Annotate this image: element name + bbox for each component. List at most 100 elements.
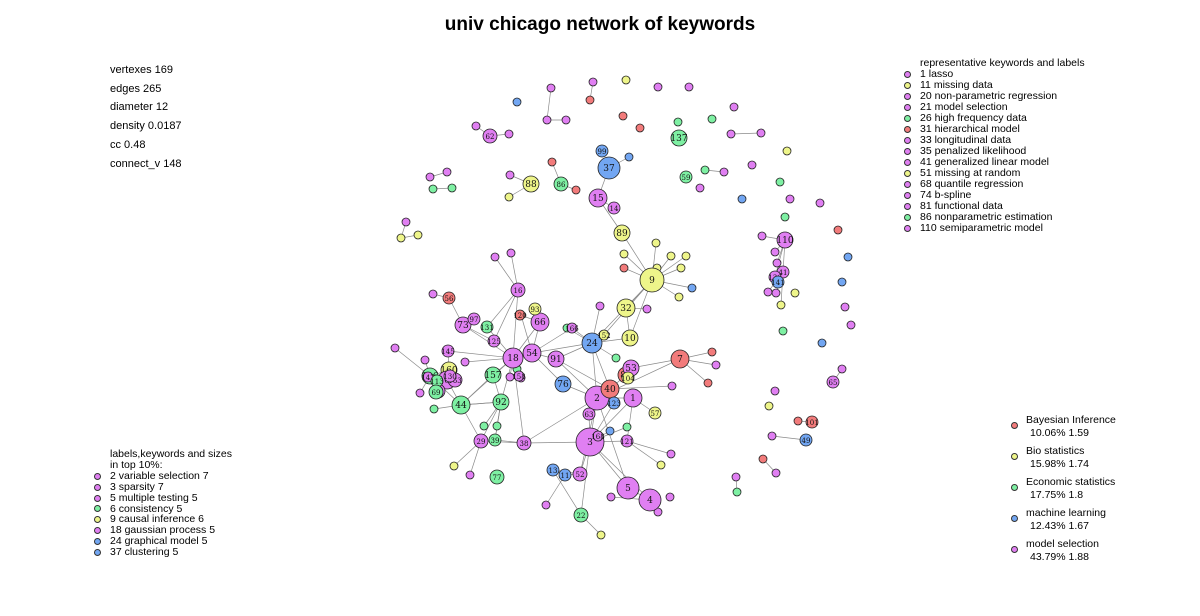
node-circle xyxy=(502,347,524,369)
node-circle xyxy=(546,83,556,93)
node-circle xyxy=(837,364,847,374)
network-node-small xyxy=(707,347,717,357)
node-circle xyxy=(837,277,847,287)
network-node-small xyxy=(479,421,489,431)
node-label: 49 xyxy=(802,437,811,445)
network-node-141: 141 xyxy=(771,275,785,289)
node-label: 125 xyxy=(487,338,500,346)
network-edge xyxy=(730,132,762,135)
network-node-86: 86 xyxy=(553,176,569,192)
node-circle xyxy=(770,386,780,396)
category-name: Bayesian Inference xyxy=(1026,414,1116,426)
network-node-1: 1 xyxy=(623,388,643,408)
representative-item: 68 quantile regression xyxy=(904,179,1085,190)
top10-heading-1: labels,keywords and sizes xyxy=(110,448,232,460)
network-node-38: 38 xyxy=(516,435,532,451)
network-node-65: 65 xyxy=(826,375,840,389)
node-label: 22 xyxy=(577,512,586,520)
representative-item: 1 lasso xyxy=(904,69,1085,80)
node-circle xyxy=(514,309,526,321)
network-node-97: 97 xyxy=(467,312,481,326)
network-node-small xyxy=(413,230,423,240)
node-circle xyxy=(767,431,777,441)
representative-item: 31 hierarchical model xyxy=(904,124,1085,135)
network-edge xyxy=(609,385,673,390)
network-node-small xyxy=(770,247,780,257)
top10-item: 3 sparsity 7 xyxy=(94,481,232,493)
node-label: 166 xyxy=(565,325,579,333)
node-circle xyxy=(817,338,827,348)
network-node-small xyxy=(711,360,721,370)
representative-item: 41 generalized linear model xyxy=(904,157,1085,168)
category-share: 12.43% 1.67 xyxy=(1030,520,1089,532)
node-circle xyxy=(666,449,676,459)
node-circle xyxy=(597,156,621,180)
node-circle xyxy=(700,165,710,175)
network-node-small xyxy=(490,252,500,262)
node-label: 13 xyxy=(549,467,558,475)
network-node-15: 15 xyxy=(588,188,608,208)
node-circle xyxy=(588,188,608,208)
network-node-small xyxy=(790,288,800,298)
node-circle xyxy=(484,366,502,384)
representative-label: 33 longitudinal data xyxy=(920,134,1012,146)
node-circle xyxy=(843,252,853,262)
node-circle xyxy=(747,160,757,170)
node-circle xyxy=(492,421,502,431)
node-circle xyxy=(622,422,632,432)
node-label: 137 xyxy=(670,134,687,144)
node-circle xyxy=(522,343,542,363)
node-label: 9 xyxy=(649,276,655,286)
node-label: 77 xyxy=(493,474,502,482)
network-node-small xyxy=(571,185,581,195)
network-node-92: 92 xyxy=(492,393,510,411)
network-node-small xyxy=(667,381,677,391)
network-node-small xyxy=(793,416,803,426)
representative-label: 110 semiparametric model xyxy=(920,222,1043,234)
network-edge xyxy=(523,397,598,444)
network-node-small xyxy=(732,487,742,497)
node-circle xyxy=(772,258,782,268)
node-circle xyxy=(595,301,605,311)
node-circle xyxy=(775,177,785,187)
category-name: machine learning xyxy=(1026,507,1106,519)
node-label: 110 xyxy=(776,236,793,246)
legend-dot-icon xyxy=(904,104,911,111)
network-node-small xyxy=(401,217,411,227)
network-node-121: 121 xyxy=(620,434,634,448)
network-edge xyxy=(447,350,514,359)
node-circle xyxy=(428,289,438,299)
node-label: 92 xyxy=(495,398,506,408)
network-node-small xyxy=(635,123,645,133)
node-label: 10 xyxy=(624,334,636,344)
network-node-5: 5 xyxy=(616,476,640,500)
node-label: 14 xyxy=(610,205,619,213)
node-circle xyxy=(780,212,790,222)
top10-item: 2 variable selection 7 xyxy=(94,470,232,482)
node-circle xyxy=(771,468,781,478)
node-circle xyxy=(413,230,423,240)
network-edge xyxy=(512,289,519,359)
category-dot-icon xyxy=(1011,422,1018,429)
category-name: model selection xyxy=(1026,538,1099,550)
legend-dot-icon xyxy=(904,126,911,133)
network-node-small xyxy=(700,165,710,175)
network-node-small xyxy=(729,102,739,112)
network-node-59: 59 xyxy=(679,170,693,184)
network-node-small xyxy=(719,167,729,177)
node-circle xyxy=(454,316,472,334)
network-node-small xyxy=(771,468,781,478)
node-circle xyxy=(826,375,840,389)
node-label: 16 xyxy=(514,287,523,295)
network-edge xyxy=(552,469,582,516)
network-node-small xyxy=(833,225,843,235)
node-label: 65 xyxy=(829,379,838,387)
network-node-small xyxy=(588,77,598,87)
stat-density: density 0.0187 xyxy=(110,120,182,133)
node-circle xyxy=(588,77,598,87)
node-circle xyxy=(711,360,721,370)
node-circle xyxy=(516,435,532,451)
representative-label: 1 lasso xyxy=(920,68,954,80)
category-dot-icon xyxy=(1011,546,1018,553)
network-node-37: 37 xyxy=(597,156,621,180)
